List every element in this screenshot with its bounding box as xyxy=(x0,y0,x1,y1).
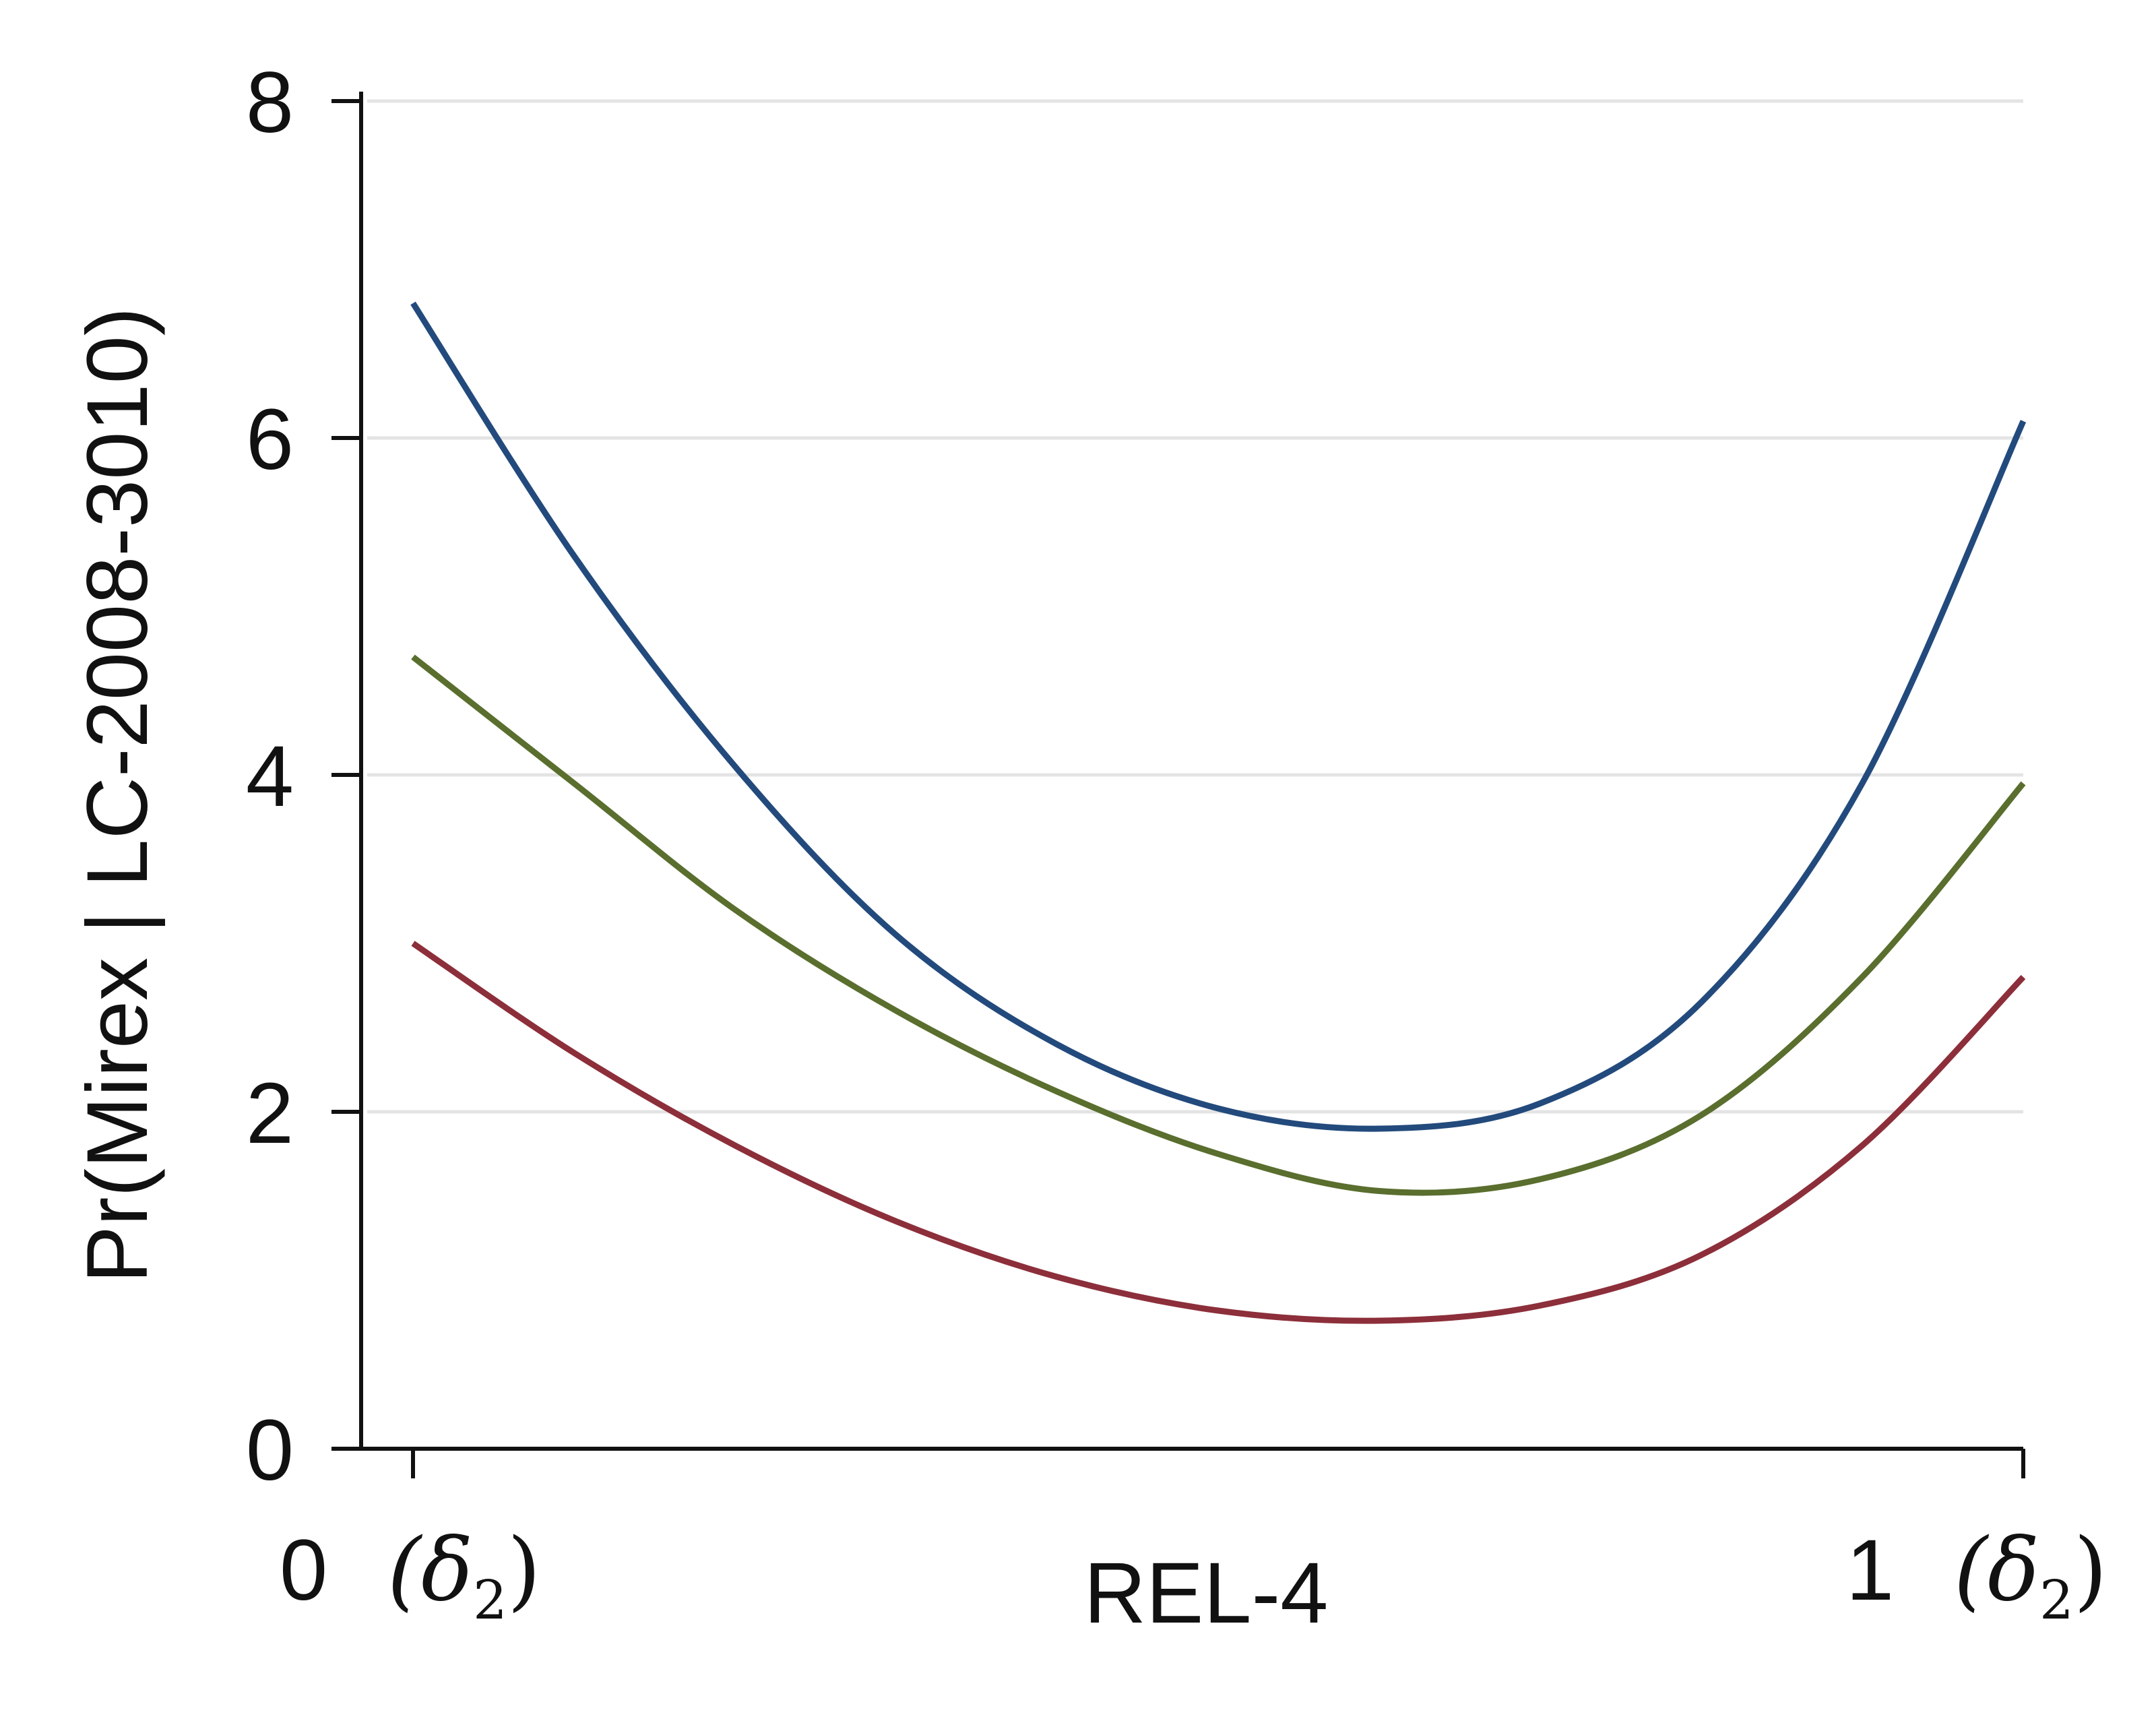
series-line-3 xyxy=(411,941,2026,1324)
x-axis-title: REL-4 xyxy=(1084,1545,1329,1641)
x-tick-math: (δ2) xyxy=(1954,1520,2107,1631)
axes xyxy=(359,92,2023,1451)
series-line-1 xyxy=(410,301,2027,1132)
y-tick-label: 8 xyxy=(246,55,294,151)
series-line-2 xyxy=(411,654,2026,1196)
x-tick-number: 1 xyxy=(1846,1522,1894,1619)
x-tick-label: 1 (δ2) xyxy=(1846,1520,2107,1631)
x-tick-label: 0 (δ2) xyxy=(280,1520,541,1631)
y-tick-label: 6 xyxy=(246,391,294,488)
x-tick-number: 0 xyxy=(280,1522,327,1619)
y-ticks: 0 2 4 6 8 xyxy=(246,55,361,1499)
y-tick-label: 4 xyxy=(246,728,294,825)
series-lines xyxy=(410,301,2027,1324)
x-ticks: 0 (δ2) 1 (δ2) xyxy=(280,1449,2107,1631)
y-tick-label: 2 xyxy=(246,1065,294,1162)
x-tick-math: (δ2) xyxy=(387,1520,541,1631)
y-tick-label: 0 xyxy=(246,1402,294,1499)
grid-lines xyxy=(367,99,2023,1114)
y-axis-title: Pr(Mirex | LC-2008-3010) xyxy=(69,307,166,1284)
